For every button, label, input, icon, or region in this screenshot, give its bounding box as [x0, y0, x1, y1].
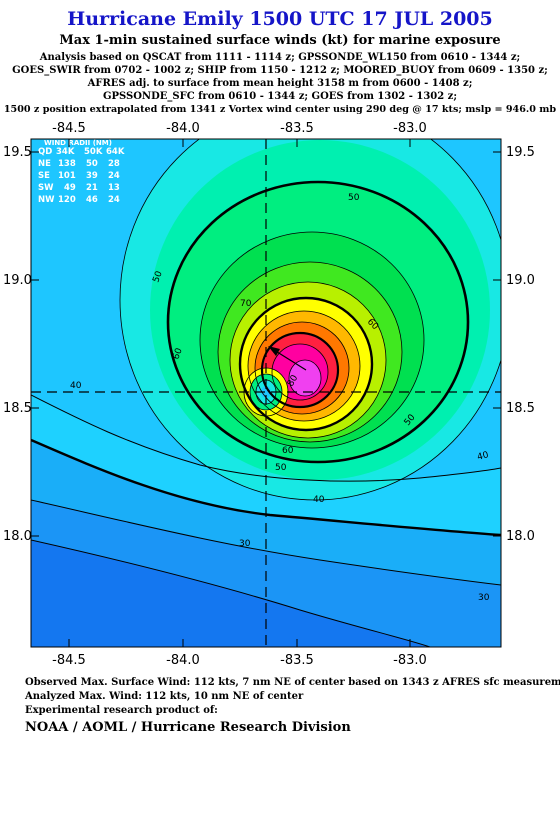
contour-label: 30: [239, 539, 251, 549]
lon-tick-label-bottom: -84.5: [52, 653, 86, 668]
lon-tick-label-top: -83.0: [393, 121, 427, 136]
wind-radii-cell: 120: [58, 195, 76, 205]
lat-tick-label-right: 19.5: [506, 145, 535, 160]
wind-radii-cell: 101: [58, 171, 76, 181]
lon-tick-label-bottom: -83.5: [280, 653, 314, 668]
wind-radii-col: 34K: [56, 147, 75, 157]
lon-tick-label-top: -83.5: [280, 121, 314, 136]
footer-notes: Observed Max. Surface Wind: 112 kts, 7 n…: [25, 676, 560, 718]
observed-max-wind: Observed Max. Surface Wind: 112 kts, 7 n…: [25, 677, 560, 688]
analyzed-max-wind: Analyzed Max. Wind: 112 kts, 10 nm NE of…: [25, 691, 304, 702]
lon-tick-label-top: -84.0: [166, 121, 200, 136]
contour-label: 40: [313, 495, 325, 505]
lon-tick-label-top: -84.5: [52, 121, 86, 136]
contour-line: [271, 343, 329, 401]
contour-label: 60: [282, 446, 294, 456]
contour-label: 60: [171, 347, 184, 361]
contour-line: [238, 296, 374, 432]
analysis-line: AFRES adj. to surface from mean height 3…: [87, 78, 473, 89]
wind-radii-cell: 50: [86, 159, 98, 169]
plot-frame: [30, 138, 502, 648]
wind-radii-cell: 24: [108, 171, 120, 181]
wind-radii-cell: 24: [108, 195, 120, 205]
wind-radii-col: 64K: [106, 147, 125, 157]
wind-radii-col: 50K: [84, 147, 103, 157]
analysis-line: Analysis based on QSCAT from 1111 - 1114…: [39, 52, 521, 63]
contour-label: 50: [275, 463, 287, 473]
contour-line: [249, 373, 283, 411]
storm-motion-arrow: [273, 349, 307, 371]
contour-line: [217, 261, 403, 443]
wind-radii-cell: NW: [38, 195, 55, 205]
wind-radii-cell: 49: [64, 183, 76, 193]
wind-radii-cell: SW: [38, 183, 54, 193]
band-100kt: [289, 360, 321, 396]
wind-radii-header: WIND RADII (NM): [44, 139, 112, 147]
contour-label: 30: [478, 593, 490, 603]
contour-label: 50: [348, 193, 360, 203]
wind-radii-cell: 46: [86, 195, 98, 205]
contour-line: [119, 139, 501, 501]
contour-line: [254, 321, 350, 415]
wind-radii-col: QD: [38, 147, 52, 157]
analysis-line: GPSSONDE_SFC from 0610 - 1344 z; GOES fr…: [102, 91, 458, 102]
wind-radii-cell: 21: [86, 183, 98, 193]
lon-tick-label-bottom: -84.0: [166, 653, 200, 668]
contour-line: [260, 331, 340, 409]
organization-credit: NOAA / AOML / Hurricane Research Divisio…: [25, 720, 351, 735]
lat-tick-label-left: 19.5: [3, 145, 32, 160]
map-subtitle: Max 1-min sustained surface winds (kt) f…: [59, 33, 501, 48]
contour-line: [247, 310, 361, 422]
lat-tick-label-left: 19.0: [3, 273, 32, 288]
contour-line: [199, 231, 425, 449]
contour-label: 40: [70, 381, 82, 391]
lat-tick-label-left: 18.0: [3, 529, 32, 544]
contour-label: 50: [151, 270, 164, 284]
analysis-line: 1500 z position extrapolated from 1341 z…: [3, 104, 557, 115]
lon-tick-label-bottom: -83.0: [393, 653, 427, 668]
experimental-note: Experimental research product of:: [25, 705, 218, 716]
wind-radii-cell: 39: [86, 171, 98, 181]
lat-tick-label-left: 18.5: [3, 401, 32, 416]
wind-radii-cell: 13: [108, 183, 120, 193]
contour-label: 40: [476, 450, 490, 463]
contour-line: [288, 359, 322, 397]
lat-tick-label-right: 19.0: [506, 273, 535, 288]
analysis-info: Analysis based on QSCAT from 1111 - 1114…: [0, 51, 560, 116]
contour-line: [31, 394, 501, 482]
band-35kt: [31, 395, 501, 535]
analysis-line: GOES_SWIR from 0702 - 1002 z; SHIP from …: [12, 65, 548, 76]
contour-line: [31, 539, 431, 647]
arrow-head: [268, 346, 280, 356]
contour-label: 70: [240, 299, 252, 309]
band-30kt: [31, 440, 501, 585]
map-title: Hurricane Emily 1500 UTC 17 JUL 2005: [67, 8, 493, 30]
band-20kt: [31, 540, 430, 647]
wind-radii-cell: 28: [108, 159, 120, 169]
wind-radii-cell: NE: [38, 159, 51, 169]
contour-line: [31, 499, 501, 586]
wind-radii-cell: SE: [38, 171, 50, 181]
lat-tick-label-right: 18.5: [506, 401, 535, 416]
contour-line: [229, 281, 387, 439]
contour-50kt-line: [166, 180, 470, 464]
contour-30kt-line: [31, 438, 501, 537]
lat-tick-label-right: 18.0: [506, 529, 535, 544]
wind-radii-cell: 138: [58, 159, 76, 169]
